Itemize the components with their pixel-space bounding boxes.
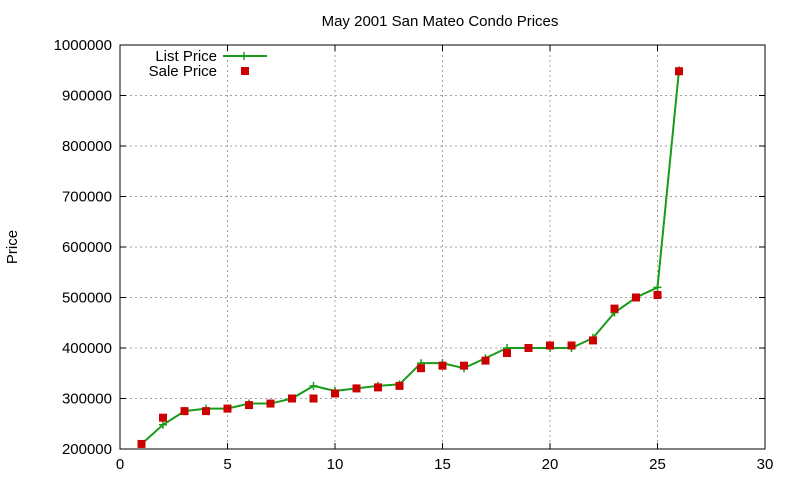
sale-price-point xyxy=(266,399,275,408)
y-tick-label: 1000000 xyxy=(54,37,112,54)
legend: List Price Sale Price xyxy=(149,48,267,80)
y-axis-label: Price xyxy=(4,230,21,264)
sale-price-point xyxy=(180,407,189,416)
sale-price-point xyxy=(352,384,361,393)
y-tick-label: 700000 xyxy=(62,189,112,206)
sale-price-point xyxy=(309,394,318,403)
list-price-point xyxy=(309,381,318,390)
sale-price-point xyxy=(524,344,533,352)
sale-price-point xyxy=(653,290,662,299)
y-tick-label: 500000 xyxy=(62,290,112,307)
sale-price-point xyxy=(395,381,404,390)
legend-plus-marker xyxy=(240,52,248,60)
x-tick-label: 15 xyxy=(434,456,451,473)
series-list-price xyxy=(137,66,683,448)
sale-price-point xyxy=(610,304,619,313)
sale-price-point xyxy=(374,383,382,392)
sale-price-point xyxy=(202,407,210,416)
sale-price-point xyxy=(589,336,597,345)
legend-label-list-price: List Price xyxy=(155,48,217,65)
x-tick-label: 30 xyxy=(757,456,774,473)
x-tick-label: 10 xyxy=(327,456,344,473)
sale-price-point xyxy=(288,394,296,403)
y-tick-label: 400000 xyxy=(62,340,112,357)
sale-price-point xyxy=(675,67,683,76)
series-sale-price xyxy=(137,67,683,448)
legend-square-marker xyxy=(241,67,249,75)
y-tick-label: 900000 xyxy=(62,88,112,105)
legend-label-sale-price: Sale Price xyxy=(149,63,217,80)
sale-price-point xyxy=(546,341,554,350)
series-layer xyxy=(137,66,683,448)
x-tick-label: 5 xyxy=(223,456,231,473)
y-tick-label: 800000 xyxy=(62,138,112,155)
y-tick-label: 300000 xyxy=(62,391,112,408)
x-tick-label: 25 xyxy=(649,456,666,473)
grid xyxy=(120,45,765,449)
sale-price-point xyxy=(503,349,511,358)
sale-price-point xyxy=(331,389,339,398)
list-price-point xyxy=(653,283,662,292)
sale-price-point xyxy=(137,439,146,448)
sale-price-point xyxy=(417,364,425,373)
sale-price-point xyxy=(223,404,232,413)
list-price-line xyxy=(140,70,680,445)
sale-price-point xyxy=(245,401,253,410)
chart-title: May 2001 San Mateo Condo Prices xyxy=(322,13,559,30)
x-tick-label: 20 xyxy=(542,456,559,473)
y-tick-label: 200000 xyxy=(62,441,112,458)
sale-price-point xyxy=(460,361,468,370)
y-tick-label: 600000 xyxy=(62,239,112,256)
axis-ticks: 200000 300000 400000 500000 600000 700000 8000… xyxy=(54,37,774,473)
x-tick-label: 0 xyxy=(116,456,124,473)
sale-price-point xyxy=(159,413,167,422)
sale-price-point xyxy=(567,341,576,350)
list-price-point xyxy=(159,420,167,429)
sale-price-point xyxy=(481,356,490,365)
sale-price-point xyxy=(438,361,447,370)
sale-price-point xyxy=(632,293,640,302)
